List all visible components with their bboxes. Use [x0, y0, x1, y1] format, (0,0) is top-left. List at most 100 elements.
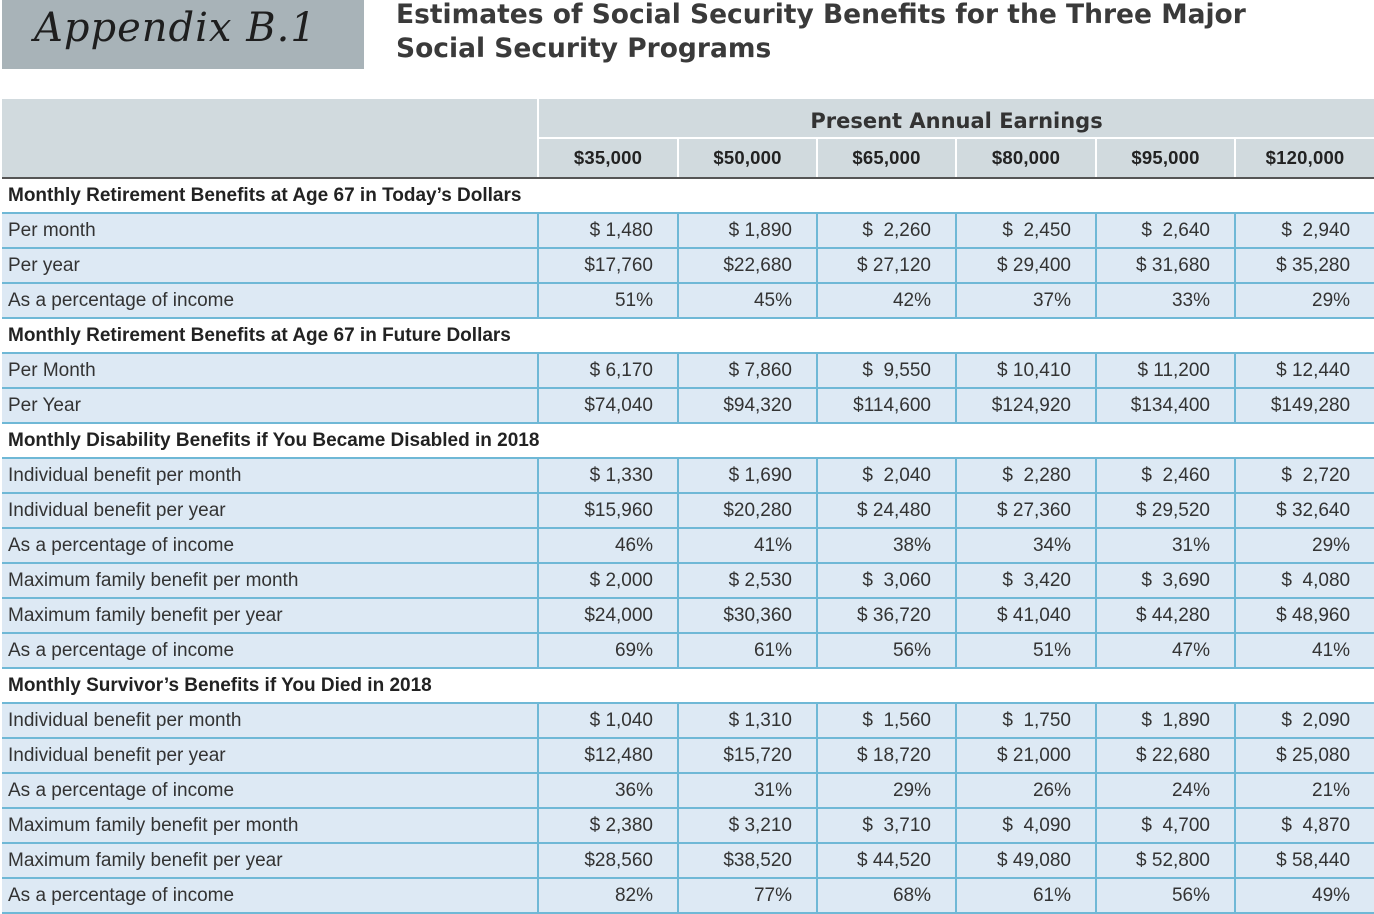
- value-cell: 61%: [677, 633, 817, 669]
- page-title: Estimates of Social Security Benefits fo…: [396, 0, 1246, 64]
- value-cell: $20,280: [677, 493, 817, 529]
- column-header: $65,000: [816, 138, 956, 179]
- value-cell: $ 3,710: [816, 808, 956, 844]
- value-cell: $ 2,260: [816, 213, 956, 249]
- value-cell: 46%: [537, 528, 678, 564]
- row-label: Maximum family benefit per year: [2, 598, 538, 634]
- value-cell: $17,760: [537, 248, 678, 284]
- value-cell: $ 2,280: [955, 458, 1096, 494]
- value-cell: $ 31,680: [1095, 248, 1235, 284]
- value-cell: $ 3,060: [816, 563, 956, 599]
- row-label: As a percentage of income: [2, 283, 538, 319]
- value-cell: $ 2,720: [1233, 458, 1374, 494]
- value-cell: $ 10,410: [955, 353, 1096, 389]
- value-cell: $ 32,640: [1233, 493, 1374, 529]
- value-cell: $ 12,440: [1233, 353, 1374, 389]
- value-cell: $ 1,310: [677, 703, 817, 739]
- value-cell: $ 41,040: [955, 598, 1096, 634]
- row-label: Maximum family benefit per month: [2, 808, 538, 844]
- table-row: Maximum family benefit per month $ 2,000 $…: [2, 563, 1374, 599]
- value-cell: 33%: [1095, 283, 1235, 319]
- value-cell: $74,040: [537, 388, 678, 424]
- value-cell: 36%: [537, 773, 678, 809]
- appendix-label: Appendix B.1: [34, 4, 317, 51]
- value-cell: 34%: [955, 528, 1096, 564]
- value-cell: $149,280: [1233, 388, 1374, 424]
- row-label: As a percentage of income: [2, 528, 538, 564]
- value-cell: $ 27,120: [816, 248, 956, 284]
- table-row: As a percentage of income 36% 31% 29% 26% 24%…: [2, 773, 1374, 809]
- row-label: Individual benefit per year: [2, 738, 538, 774]
- value-cell: 41%: [677, 528, 817, 564]
- section-header-row: Monthly Retirement Benefits at Age 67 in…: [2, 318, 1374, 354]
- header-group-row: Present Annual Earnings: [2, 99, 1374, 139]
- value-cell: $ 1,690: [677, 458, 817, 494]
- value-cell: 29%: [816, 773, 956, 809]
- table-row: As a percentage of income 46% 41% 38% 34% 31%…: [2, 528, 1374, 564]
- value-cell: 41%: [1233, 633, 1374, 669]
- value-cell: $ 3,690: [1095, 563, 1235, 599]
- value-cell: $ 2,000: [537, 563, 678, 599]
- value-cell: $ 3,420: [955, 563, 1096, 599]
- value-cell: $ 49,080: [955, 843, 1096, 879]
- value-cell: 31%: [677, 773, 817, 809]
- value-cell: $ 1,330: [537, 458, 678, 494]
- column-header: $50,000: [677, 138, 817, 179]
- value-cell: $ 1,560: [816, 703, 956, 739]
- header-blank-cell: [2, 99, 539, 138]
- value-cell: 37%: [955, 283, 1096, 319]
- value-cell: 47%: [1095, 633, 1235, 669]
- row-label: As a percentage of income: [2, 633, 538, 669]
- value-cell: 29%: [1233, 283, 1374, 319]
- table-row: Individual benefit per month $ 1,330 $ 1,6…: [2, 458, 1374, 494]
- value-cell: 51%: [537, 283, 678, 319]
- value-cell: $ 36,720: [816, 598, 956, 634]
- value-cell: $ 4,080: [1233, 563, 1374, 599]
- value-cell: $ 22,680: [1095, 738, 1235, 774]
- value-cell: $ 29,400: [955, 248, 1096, 284]
- value-cell: $ 1,750: [955, 703, 1096, 739]
- value-cell: $ 35,280: [1233, 248, 1374, 284]
- table-row: As a percentage of income 51% 45% 42% 37% 33%…: [2, 283, 1374, 319]
- value-cell: 69%: [537, 633, 678, 669]
- value-cell: 29%: [1233, 528, 1374, 564]
- table-row: As a percentage of income 69% 61% 56% 51% 47%…: [2, 633, 1374, 669]
- value-cell: $ 2,090: [1233, 703, 1374, 739]
- value-cell: $ 21,000: [955, 738, 1096, 774]
- value-cell: 26%: [955, 773, 1096, 809]
- value-cell: $ 4,090: [955, 808, 1096, 844]
- table-body: Monthly Retirement Benefits at Age 67 in…: [2, 178, 1374, 914]
- column-header-row: $35,000 $50,000 $65,000 $80,000 $95,000 $120,…: [2, 138, 1374, 179]
- table-row: Per year $17,760 $22,680 $ 27,120 $ 29,400 $ …: [2, 248, 1374, 284]
- value-cell: $ 9,550: [816, 353, 956, 389]
- value-cell: 31%: [1095, 528, 1235, 564]
- value-cell: $ 2,380: [537, 808, 678, 844]
- section-header-row: Monthly Survivor’s Benefits if You Died …: [2, 668, 1374, 704]
- value-cell: $ 4,870: [1233, 808, 1374, 844]
- value-cell: $38,520: [677, 843, 817, 879]
- table-row: Individual benefit per year $12,480 $15,72…: [2, 738, 1374, 774]
- value-cell: $30,360: [677, 598, 817, 634]
- row-label: Maximum family benefit per year: [2, 843, 538, 879]
- table-row: Per Month $ 6,170 $ 7,860 $ 9,550 $ 10,410 $ …: [2, 353, 1374, 389]
- value-cell: $ 44,280: [1095, 598, 1235, 634]
- table-row: Maximum family benefit per year $28,560 $3…: [2, 843, 1374, 879]
- value-cell: $ 1,890: [1095, 703, 1235, 739]
- value-cell: $ 18,720: [816, 738, 956, 774]
- value-cell: $ 4,700: [1095, 808, 1235, 844]
- value-cell: $134,400: [1095, 388, 1235, 424]
- row-label: Per month: [2, 213, 538, 249]
- row-label: Per Month: [2, 353, 538, 389]
- value-cell: $ 2,940: [1233, 213, 1374, 249]
- value-cell: $24,000: [537, 598, 678, 634]
- value-cell: $ 29,520: [1095, 493, 1235, 529]
- group-header: Present Annual Earnings: [538, 99, 1374, 139]
- row-label: As a percentage of income: [2, 773, 538, 809]
- value-cell: $ 2,460: [1095, 458, 1235, 494]
- value-cell: $ 1,040: [537, 703, 678, 739]
- value-cell: $ 2,530: [677, 563, 817, 599]
- value-cell: $ 48,960: [1233, 598, 1374, 634]
- table-row: Per month $ 1,480 $ 1,890 $ 2,260 $ 2,450 $ 2…: [2, 213, 1374, 249]
- value-cell: 42%: [816, 283, 956, 319]
- value-cell: 56%: [816, 633, 956, 669]
